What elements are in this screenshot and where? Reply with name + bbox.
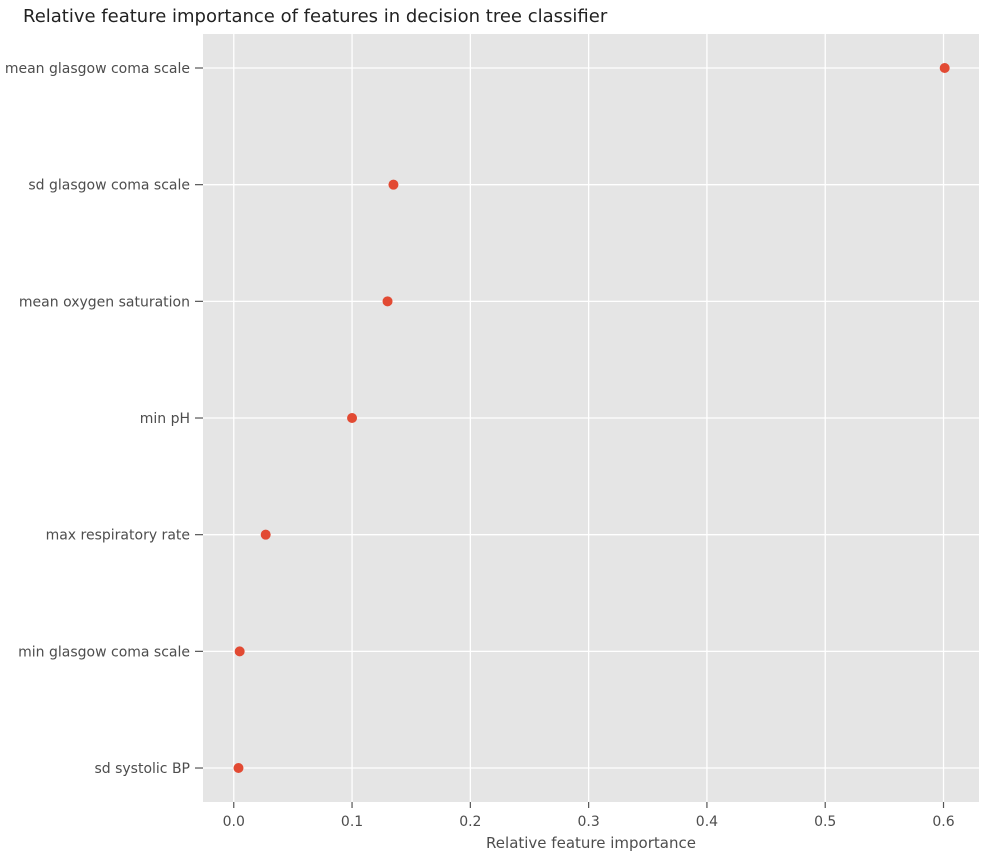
y-tick-label: min pH	[140, 411, 190, 427]
x-tick-label: 0.2	[459, 814, 481, 830]
chart-title: Relative feature importance of features …	[23, 6, 608, 27]
x-tick-label: 0.5	[814, 814, 836, 830]
x-tick-label: 0.3	[578, 814, 600, 830]
data-point	[260, 529, 271, 540]
y-tick-label: sd systolic BP	[94, 761, 190, 777]
y-tick-label: mean glasgow coma scale	[5, 61, 190, 77]
data-points	[233, 63, 950, 774]
data-point	[382, 296, 393, 307]
data-point	[347, 413, 358, 424]
x-tick-label: 0.1	[341, 814, 363, 830]
data-point	[233, 763, 244, 774]
x-tick-label: 0.0	[223, 814, 245, 830]
data-point	[388, 179, 399, 190]
x-axis-ticks: 0.0 0.1 0.2 0.3 0.4 0.5 0.6	[223, 802, 955, 830]
data-point	[939, 63, 950, 73]
y-gridlines	[203, 67, 979, 769]
y-axis-ticks: mean glasgow coma scale sd glasgow coma s…	[5, 61, 203, 777]
y-tick-label: min glasgow coma scale	[18, 644, 190, 660]
x-tick-label: 0.6	[932, 814, 954, 830]
y-tick-label: max respiratory rate	[46, 528, 190, 544]
y-tick-label: mean oxygen saturation	[19, 294, 190, 310]
x-axis-label: Relative feature importance	[486, 834, 696, 852]
x-tick-label: 0.4	[696, 814, 718, 830]
data-point	[234, 646, 245, 657]
y-tick-label: sd glasgow coma scale	[28, 178, 190, 194]
